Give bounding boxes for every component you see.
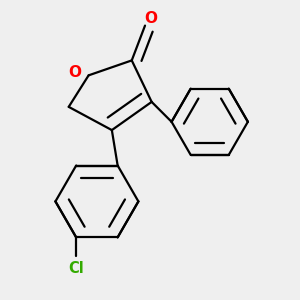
Text: O: O xyxy=(68,65,81,80)
Text: Cl: Cl xyxy=(68,261,84,276)
Text: O: O xyxy=(145,11,158,26)
